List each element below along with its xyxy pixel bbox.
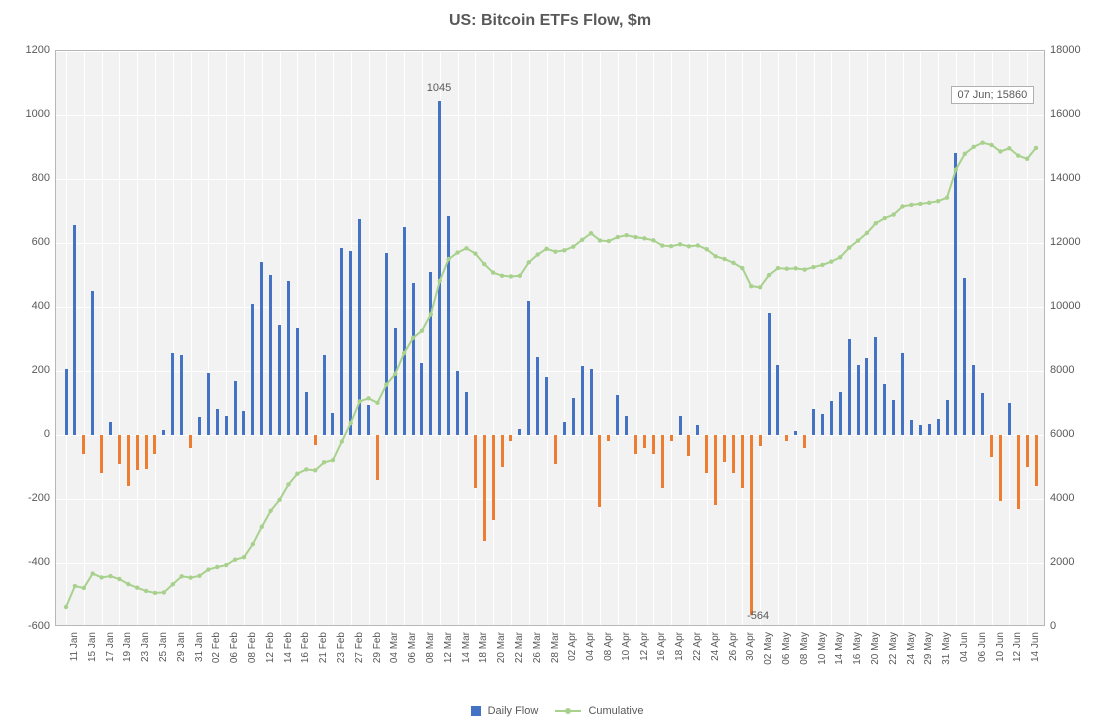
x-tick: 10 May [817, 632, 828, 665]
x-tick: 14 Feb [283, 632, 294, 663]
y-right-tick: 14000 [1050, 172, 1100, 184]
y-left-tick: 800 [0, 172, 50, 184]
x-tick: 08 May [799, 632, 810, 665]
plot-area [55, 50, 1045, 626]
y-right-tick: 12000 [1050, 236, 1100, 248]
y-left-tick: 0 [0, 428, 50, 440]
x-tick: 22 May [888, 632, 899, 665]
x-tick: 06 Mar [407, 632, 418, 663]
x-tick: 10 Jun [995, 632, 1006, 662]
x-tick: 29 May [923, 632, 934, 665]
x-tick: 06 Feb [229, 632, 240, 663]
x-tick: 08 Mar [425, 632, 436, 663]
y-right-tick: 8000 [1050, 364, 1100, 376]
x-tick: 26 Mar [532, 632, 543, 663]
x-tick: 04 Jun [959, 632, 970, 662]
x-tick: 28 Mar [550, 632, 561, 663]
x-tick: 30 Apr [745, 632, 756, 661]
x-tick: 27 Feb [354, 632, 365, 663]
x-tick: 08 Feb [247, 632, 258, 663]
x-tick: 29 Jan [176, 632, 187, 662]
x-tick: 12 Apr [639, 632, 650, 661]
x-tick: 14 Jun [1030, 632, 1041, 662]
y-left-tick: 1200 [0, 44, 50, 56]
x-tick: 04 Apr [585, 632, 596, 661]
x-tick: 04 Mar [389, 632, 400, 663]
chart-container: US: Bitcoin ETFs Flow, $m Daily Flow Cum… [0, 0, 1100, 721]
y-left-tick: 200 [0, 364, 50, 376]
x-tick: 19 Jan [122, 632, 133, 662]
x-tick: 22 Mar [514, 632, 525, 663]
y-right-tick: 6000 [1050, 428, 1100, 440]
x-tick: 12 Jun [1012, 632, 1023, 662]
legend-label-cumulative: Cumulative [588, 705, 643, 717]
x-tick: 12 Mar [443, 632, 454, 663]
x-tick: 16 Feb [300, 632, 311, 663]
x-tick: 02 May [763, 632, 774, 665]
x-tick: 15 Jan [87, 632, 98, 662]
x-tick: 20 May [870, 632, 881, 665]
x-tick: 18 Apr [674, 632, 685, 661]
y-left-tick: 1000 [0, 108, 50, 120]
annotation-text: 1045 [427, 82, 451, 94]
chart-title: US: Bitcoin ETFs Flow, $m [0, 12, 1100, 30]
x-tick: 14 Mar [461, 632, 472, 663]
x-tick: 02 Apr [567, 632, 578, 661]
x-tick: 24 May [906, 632, 917, 665]
x-tick: 17 Jan [105, 632, 116, 662]
annotation-callout: 07 Jun; 15860 [951, 86, 1035, 104]
y-left-tick: 600 [0, 236, 50, 248]
x-tick: 02 Feb [211, 632, 222, 663]
x-tick: 16 May [852, 632, 863, 665]
cumulative-line [56, 51, 1046, 627]
y-left-tick: -600 [0, 620, 50, 632]
x-tick: 29 Feb [372, 632, 383, 663]
y-right-tick: 2000 [1050, 556, 1100, 568]
x-tick: 25 Jan [158, 632, 169, 662]
y-right-tick: 18000 [1050, 44, 1100, 56]
x-tick: 21 Feb [318, 632, 329, 663]
x-tick: 20 Mar [496, 632, 507, 663]
x-tick: 08 Apr [603, 632, 614, 661]
x-tick: 10 Apr [621, 632, 632, 661]
x-tick: 24 Apr [710, 632, 721, 661]
y-left-tick: 400 [0, 300, 50, 312]
x-tick: 23 Feb [336, 632, 347, 663]
x-tick: 26 Apr [728, 632, 739, 661]
x-tick: 18 Mar [478, 632, 489, 663]
legend-label-daily: Daily Flow [488, 705, 539, 717]
y-right-tick: 10000 [1050, 300, 1100, 312]
x-tick: 23 Jan [140, 632, 151, 662]
legend: Daily Flow Cumulative [0, 705, 1100, 717]
legend-swatch-line [555, 710, 581, 712]
y-left-tick: -200 [0, 492, 50, 504]
x-tick: 31 May [941, 632, 952, 665]
y-left-tick: -400 [0, 556, 50, 568]
x-tick: 16 Apr [656, 632, 667, 661]
legend-swatch-bar [471, 706, 481, 716]
x-tick: 14 May [834, 632, 845, 665]
x-tick: 22 Apr [692, 632, 703, 661]
y-right-tick: 16000 [1050, 108, 1100, 120]
x-tick: 31 Jan [194, 632, 205, 662]
y-right-tick: 0 [1050, 620, 1100, 632]
x-tick: 06 May [781, 632, 792, 665]
x-tick: 12 Feb [265, 632, 276, 663]
y-right-tick: 4000 [1050, 492, 1100, 504]
x-tick: 06 Jun [977, 632, 988, 662]
annotation-text: -564 [747, 610, 769, 622]
x-tick: 11 Jan [69, 632, 80, 661]
